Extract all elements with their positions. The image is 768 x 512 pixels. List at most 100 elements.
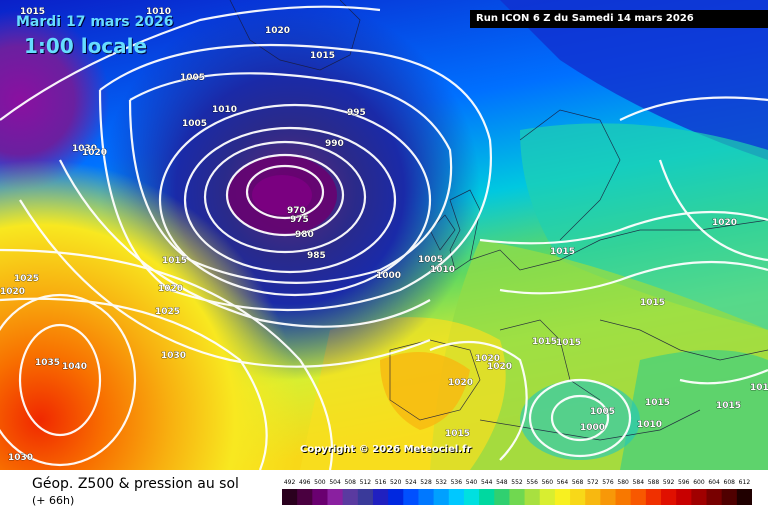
color-scale-swatch: [645, 489, 662, 505]
color-scale-swatch: [463, 489, 480, 505]
color-scale-label: 520: [389, 479, 402, 486]
color-scale-label: 556: [526, 479, 538, 486]
color-scale-label: 544: [480, 479, 493, 486]
isobar-label: 970: [287, 206, 306, 216]
color-scale-label: 592: [662, 479, 675, 486]
isobar-label: 980: [295, 230, 314, 240]
color-scale-swatch: [524, 489, 541, 505]
color-scale-label: 584: [632, 479, 645, 486]
isobar-label: 1015: [556, 338, 581, 348]
isobar-label: 1015: [532, 337, 557, 347]
isobar-label: 1000: [376, 271, 401, 281]
isobar-label: 1030: [72, 144, 97, 154]
legend-footer: Géop. Z500 & pression au sol (+ 66h) 492…: [0, 470, 768, 512]
forecast-date: Mardi 17 mars 2026: [16, 14, 174, 30]
color-scale-swatch: [388, 489, 404, 505]
isobar-label: 1015: [645, 398, 670, 408]
color-scale-swatch: [494, 489, 510, 505]
copyright-notice: Copyright © 2026 Meteociel.fr: [300, 444, 472, 455]
isobar-label: 1020: [265, 26, 290, 36]
isobar-label: 1015: [716, 401, 741, 411]
color-scale-labels: 492 496 500 504 508 512 516 520 524 528 532 536 540 5…: [282, 479, 752, 489]
isobar-label: 1020: [82, 148, 107, 158]
color-scale-label: 608: [723, 479, 735, 486]
color-scale-swatch: [297, 489, 313, 505]
forecast-lead-time: (+ 66h): [32, 494, 75, 507]
isobar-label: 1010: [146, 7, 171, 17]
color-scale-label: 500: [314, 479, 326, 486]
isobar-label: 1025: [155, 307, 180, 317]
isobar-label: 1020: [0, 287, 25, 297]
color-scale-swatch: [357, 489, 374, 505]
color-scale-label: 600: [693, 479, 705, 486]
color-scale-swatch: [736, 489, 752, 505]
isobar-label: 1030: [8, 453, 33, 463]
color-scale-swatch: [539, 489, 556, 505]
color-scale-label: 512: [359, 479, 372, 486]
color-scale-swatch: [418, 489, 435, 505]
isobar-label: 1005: [180, 73, 205, 83]
color-scale-label: 536: [450, 479, 463, 486]
color-scale-swatch: [509, 489, 526, 505]
isobar-label: 1010: [212, 105, 237, 115]
color-scale-label: 496: [299, 479, 311, 486]
isobar-label: 1015: [20, 7, 45, 17]
color-scale-label: 548: [496, 479, 508, 486]
color-scale-label: 504: [329, 479, 341, 486]
color-scale-label: 560: [541, 479, 554, 486]
color-scale-swatch: [600, 489, 617, 505]
model-run-banner: Run ICON 6 Z du Samedi 14 mars 2026: [470, 10, 768, 28]
isobar-label: 1000: [580, 423, 605, 433]
isobar-label: 975: [290, 215, 309, 225]
color-scale-swatch: [342, 489, 359, 505]
color-scale-swatch: [372, 489, 389, 505]
color-scale-label: 528: [420, 479, 432, 486]
color-scale-swatch: [691, 489, 708, 505]
color-scale-swatch: [570, 489, 586, 505]
color-scale-swatch: [721, 489, 738, 505]
color-scale-swatch: [706, 489, 723, 505]
color-scale-swatch: [479, 489, 495, 505]
isobar-label: 1020: [158, 284, 183, 294]
isobar-label: 1010: [637, 420, 662, 430]
isobar-label: 1030: [161, 351, 186, 361]
color-scale-bar: [282, 489, 752, 505]
isobar-label: 1025: [14, 274, 39, 284]
isobar-label: 1005: [182, 119, 207, 129]
isobar-label: 1035: [35, 358, 60, 368]
color-scale-label: 516: [374, 479, 387, 486]
isobar-label: 1020: [487, 362, 512, 372]
color-scale-swatch: [585, 489, 601, 505]
map-title: Géop. Z500 & pression au sol: [32, 476, 239, 492]
color-scale-label: 568: [571, 479, 584, 486]
color-scale-label: 564: [556, 479, 569, 486]
isobar-label: 1020: [712, 218, 737, 228]
color-scale-label: 532: [435, 479, 447, 486]
isobar-label: 1015: [162, 256, 187, 266]
color-scale-swatch: [403, 489, 419, 505]
isobar-label: 985: [307, 251, 326, 261]
isobar-label: 990: [325, 139, 344, 149]
color-scale-swatch: [282, 489, 298, 505]
color-scale-label: 540: [465, 479, 478, 486]
color-scale-label: 580: [617, 479, 629, 486]
isobar-label: 1015: [310, 51, 335, 61]
isobar-label: 1010: [430, 265, 455, 275]
isobar-label: 995: [347, 108, 366, 118]
color-scale-label: 508: [344, 479, 356, 486]
isobar-label: 1040: [62, 362, 87, 372]
color-scale-swatch: [312, 489, 328, 505]
color-scale-swatch: [327, 489, 344, 505]
color-scale-label: 576: [602, 479, 614, 486]
color-scale-label: 604: [708, 479, 720, 486]
isobar-label: 1005: [418, 255, 443, 265]
color-scale-label: 596: [678, 479, 690, 486]
color-scale-swatch: [554, 489, 571, 505]
color-scale-label: 552: [511, 479, 523, 486]
isobar-label: 1015: [640, 298, 665, 308]
isobar-label: 1015: [750, 383, 768, 393]
color-scale-label: 524: [405, 479, 417, 486]
color-scale-swatch: [630, 489, 647, 505]
